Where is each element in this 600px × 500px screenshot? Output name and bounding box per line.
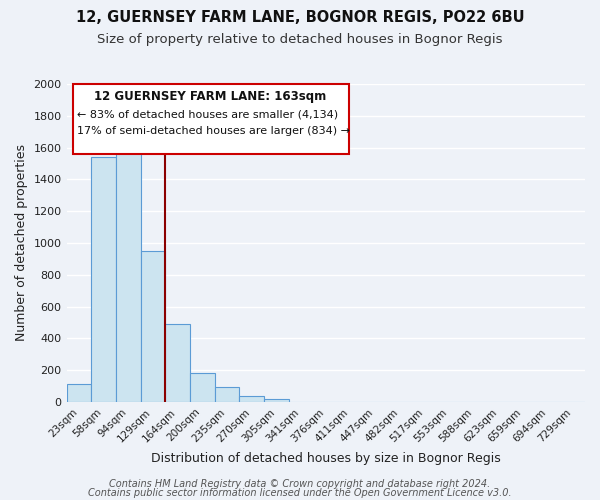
Bar [165, 324, 190, 402]
Text: 12 GUERNSEY FARM LANE: 163sqm: 12 GUERNSEY FARM LANE: 163sqm [94, 90, 326, 103]
Bar [215, 387, 239, 402]
X-axis label: Distribution of detached houses by size in Bognor Regis: Distribution of detached houses by size … [151, 452, 500, 465]
Bar [264, 399, 289, 402]
Bar [239, 396, 264, 402]
Bar [91, 157, 116, 402]
Text: Contains HM Land Registry data © Crown copyright and database right 2024.: Contains HM Land Registry data © Crown c… [109, 479, 491, 489]
Text: Contains public sector information licensed under the Open Government Licence v3: Contains public sector information licen… [88, 488, 512, 498]
Bar [67, 384, 91, 402]
Bar [140, 251, 165, 402]
Bar [190, 372, 215, 402]
Text: 17% of semi-detached houses are larger (834) →: 17% of semi-detached houses are larger (… [77, 126, 350, 136]
Text: 12, GUERNSEY FARM LANE, BOGNOR REGIS, PO22 6BU: 12, GUERNSEY FARM LANE, BOGNOR REGIS, PO… [76, 10, 524, 25]
Text: Size of property relative to detached houses in Bognor Regis: Size of property relative to detached ho… [97, 32, 503, 46]
Bar [116, 152, 140, 402]
Text: ← 83% of detached houses are smaller (4,134): ← 83% of detached houses are smaller (4,… [77, 109, 338, 119]
Y-axis label: Number of detached properties: Number of detached properties [15, 144, 28, 342]
